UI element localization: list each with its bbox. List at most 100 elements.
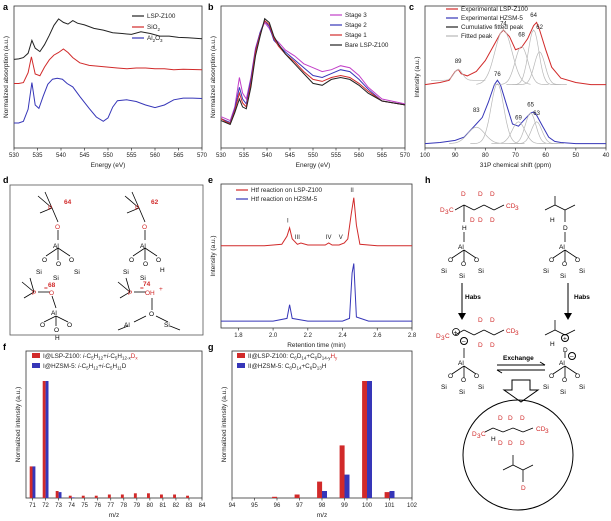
series-line-lsp-z100 [13,18,203,60]
legend-b-bare: Bare LSP-Z100 [345,42,389,49]
x-tick-label: 550 [308,153,319,159]
peak-label-bottom: 69 [515,116,522,122]
x-tick-label: 81 [160,503,167,509]
peak-label: IV [326,235,332,241]
svg-text:H: H [462,225,467,232]
svg-text:–: – [462,339,466,346]
svg-text:Si: Si [36,269,42,276]
panel-label-g: g [208,342,214,352]
series-line-experimental-lsp-z100 [424,21,606,86]
bar-g-101-lsp [384,492,390,498]
x-tick-label: 71 [29,503,36,509]
panel-label-h: h [425,175,431,185]
legend-e-lsp: Htf reaction on LSP-Z100 [251,187,323,194]
x-tick-label: 78 [120,503,127,509]
d-label-64: 64 [64,199,72,206]
y-axis-label: Normalized intensity (a.u.) [15,387,22,463]
svg-text:O: O [56,261,61,268]
plot-frame [220,183,413,329]
fitted-peak [431,69,486,81]
bar-f-79-lsp [133,493,137,498]
bar-f-76-lsp [94,495,98,498]
svg-text:Si: Si [441,268,447,275]
fitted-peak [449,126,504,144]
svg-text:O: O [448,257,453,264]
x-tick-label: 2.2 [304,333,313,339]
x-tick-label: 60 [542,153,549,159]
legend-b-stage3: Stage 3 [345,12,367,19]
y-axis-label: Intensity (a.u.) [210,235,217,276]
legend-f-lsp: I@LSP-Z100: i-C5H12+i-C5H12-xDx [43,353,138,361]
svg-text:CD: CD [506,328,516,335]
bar-f-80-lsp [147,493,150,498]
x-tick-label: 2.4 [338,333,347,339]
svg-text:O: O [575,257,580,264]
x-tick-label: 84 [199,503,206,509]
svg-text:Al: Al [458,360,464,367]
x-tick-label: 100 [362,503,373,509]
x-tick-label: 80 [482,153,489,159]
x-tick-label: 550 [103,153,114,159]
x-tick-label: 535 [32,153,43,159]
x-tick-label: 1.8 [234,333,243,339]
peak-label-bottom: 65 [527,102,534,108]
svg-text:O: O [129,257,134,264]
svg-text:O: O [42,257,47,264]
x-tick-label: 82 [173,503,180,509]
bar-g-98-hzsm [322,491,327,498]
series-line-al2o3 [14,77,203,124]
svg-text:O: O [55,224,60,231]
svg-text:O: O [149,311,154,318]
x-tick-label: 545 [79,153,90,159]
x-axis-label: Retention time (min) [287,342,346,349]
x-tick-label: 99 [341,503,348,509]
legend-e: Htf reaction on LSP-Z100 Htf reaction on… [236,187,323,203]
peak-label: III [295,235,300,241]
x-tick-label: 79 [133,503,140,509]
bar-f-72-lsp [42,381,46,498]
y-axis-label: Normalized intensity (a.u.) [221,387,228,463]
svg-text:C: C [445,333,450,340]
svg-text:O: O [67,322,72,329]
bar-f-82-lsp [173,494,176,498]
svg-text:D: D [508,415,513,422]
peak-label-bottom: 83 [473,108,480,114]
h-habs-left: Habs [465,294,481,301]
series-line-htf-reaction-on-lsp-z100 [221,197,412,247]
svg-text:O: O [49,290,54,297]
x-axis-label: Energy (eV) [91,162,126,169]
bar-g-97-lsp [294,494,300,498]
svg-text:Si: Si [579,268,585,275]
svg-text:D: D [563,347,568,354]
legend-c-fitted: Fitted peak [461,33,493,40]
x-tick-label: 96 [274,503,281,509]
svg-text:D: D [498,415,503,422]
legend-a-lsp: LSP-Z100 [147,13,176,20]
x-axis-label: m/z [317,512,327,519]
fitted-peak [506,29,561,85]
bar-f-74-hzsm [71,497,75,498]
series-line-stage-3 [220,21,406,122]
bar-g-101-hzsm [389,491,395,498]
x-tick-label: 70 [512,153,519,159]
fitted-peak [476,29,531,85]
panel-label-f: f [3,342,7,352]
svg-text:D: D [490,342,495,349]
x-tick-label: 2.0 [269,333,278,339]
svg-text:Si: Si [560,273,566,280]
series-line-sio2 [14,48,203,84]
legend-c-lsp: Experimental LSP-Z100 [461,6,528,13]
series-line-experimental-hzsm-5 [424,79,606,145]
legend-a: LSP-Z100 SiO2 Al2O3 [132,13,176,43]
fitted-peak [512,51,567,85]
legend-b-stage2: Stage 2 [345,22,367,29]
svg-text:Si: Si [53,275,59,282]
bar-f-71-lsp [29,466,33,498]
svg-text:O: O [461,261,466,268]
chart-c: 100 90 80 70 60 50 40 31P chemical shift (ppm) I… [414,5,610,169]
x-tick-label: 90 [452,153,459,159]
chart-b: 530 535 540 545 550 555 560 565 570 Energy (eV) No… [210,5,411,169]
panel-label-d: d [3,175,9,185]
fitted-peak [509,121,564,144]
x-tick-label: 565 [173,153,184,159]
